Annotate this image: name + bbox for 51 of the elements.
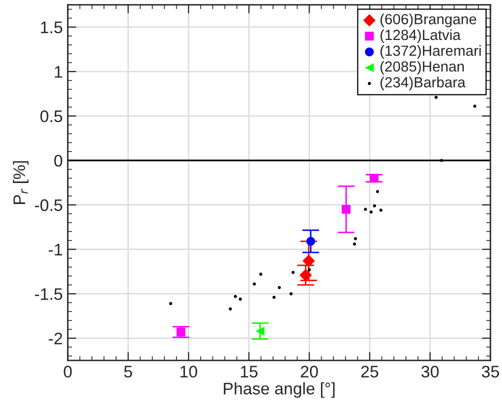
y-tick-label: -2 [48, 332, 62, 344]
point [238, 298, 242, 301]
x-tick-label: 0 [64, 366, 72, 378]
point [299, 268, 312, 282]
point [169, 302, 172, 306]
point [434, 96, 438, 99]
point [308, 268, 311, 272]
x-tick-label: 15 [240, 366, 258, 378]
point [379, 208, 382, 212]
point [259, 272, 262, 276]
y-tick-label: 1 [54, 66, 62, 78]
point [370, 210, 373, 214]
y-axis-title: P$_{r}$ [%] [12, 161, 29, 204]
y-tick-label: 0 [54, 154, 62, 167]
point [364, 208, 368, 211]
point [473, 104, 476, 108]
x-tick-label: 10 [180, 366, 198, 378]
point [256, 326, 264, 336]
x-axis-title: Phase angle [°] [224, 382, 335, 398]
y-tick-label: -1.5 [34, 288, 62, 300]
x-tick-label: 5 [124, 366, 132, 378]
point [376, 190, 380, 194]
point [440, 158, 444, 162]
legend-label: (606)Brangane [380, 14, 476, 28]
legend-label: (1372)Haremari [380, 45, 481, 59]
legend-label: (2085)Henan [380, 60, 464, 75]
y-tick-label: -1 [48, 244, 62, 256]
point [278, 286, 281, 290]
point [176, 328, 186, 336]
y-tick-label: 1.5 [41, 22, 62, 34]
point [354, 237, 357, 240]
x-tick-label: 30 [421, 366, 439, 378]
point [372, 204, 376, 208]
legend-label: (1284)Latvia [380, 29, 461, 43]
point [252, 282, 256, 286]
point [370, 174, 379, 183]
point [306, 236, 316, 246]
point [292, 270, 295, 274]
x-tick-label: 20 [300, 366, 318, 378]
point [290, 292, 293, 296]
y-tick-label: 0.5 [40, 110, 62, 122]
point [302, 254, 315, 268]
point [272, 296, 276, 299]
x-tick-label: 35 [482, 366, 500, 378]
y-tick-label: -0.5 [34, 199, 62, 212]
point [352, 242, 356, 246]
point [342, 204, 351, 214]
legend-label: (234)Barbara [380, 76, 466, 90]
point [228, 307, 232, 310]
x-tick-label: 25 [361, 366, 378, 378]
point [234, 294, 237, 298]
